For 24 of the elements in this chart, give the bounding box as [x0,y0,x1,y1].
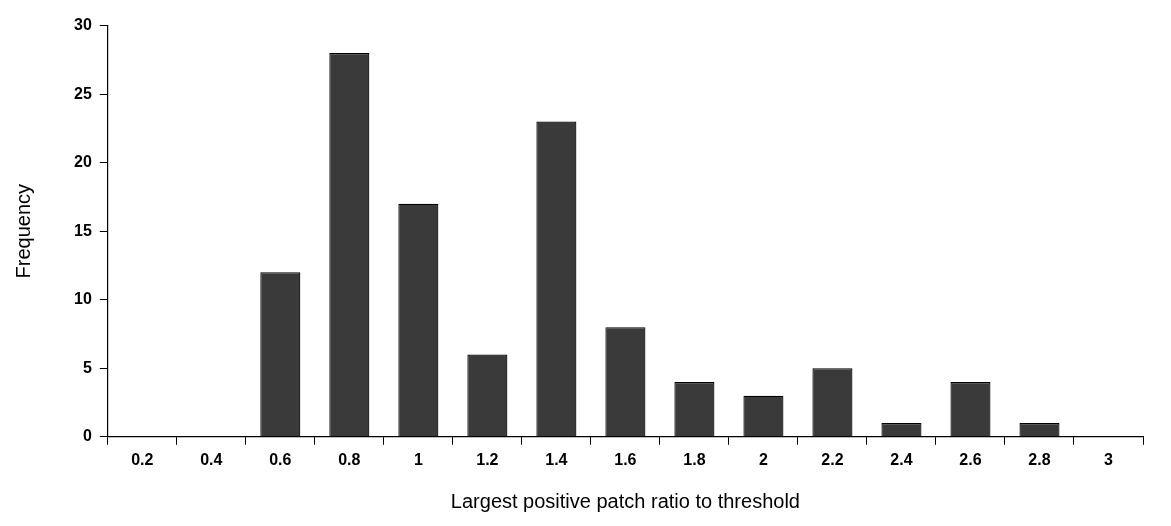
y-tick-label: 10 [74,290,92,308]
x-tick-label: 2.6 [959,450,982,468]
y-axis-title: Frequency [11,183,34,279]
y-tick-label: 5 [82,358,92,376]
x-tick-label: 2.4 [890,450,913,468]
y-tick-label: 30 [74,16,92,34]
x-tick-label: 1.4 [545,450,568,468]
x-tick-label: 2 [758,450,768,468]
x-tick-label: 2.8 [1028,450,1051,468]
x-tick-label: 1.8 [683,450,706,468]
x-tick-label: 0.8 [338,450,361,468]
y-tick-label: 25 [74,84,92,102]
x-tick-label: 2.2 [821,450,844,468]
x-tick-label: 0.2 [131,450,154,468]
x-tick-label: 0.6 [269,450,292,468]
y-tick-label: 15 [74,221,92,239]
x-tick-label: 1 [413,450,423,468]
x-axis-title: Largest positive patch ratio to threshold [450,489,800,512]
x-tick-label: 3 [1104,450,1114,468]
x-tick-label: 0.4 [200,450,223,468]
x-tick-label: 1.2 [476,450,499,468]
y-tick-label: 20 [74,153,92,171]
x-tick-label: 1.6 [614,450,637,468]
y-tick-label: 0 [82,427,92,445]
